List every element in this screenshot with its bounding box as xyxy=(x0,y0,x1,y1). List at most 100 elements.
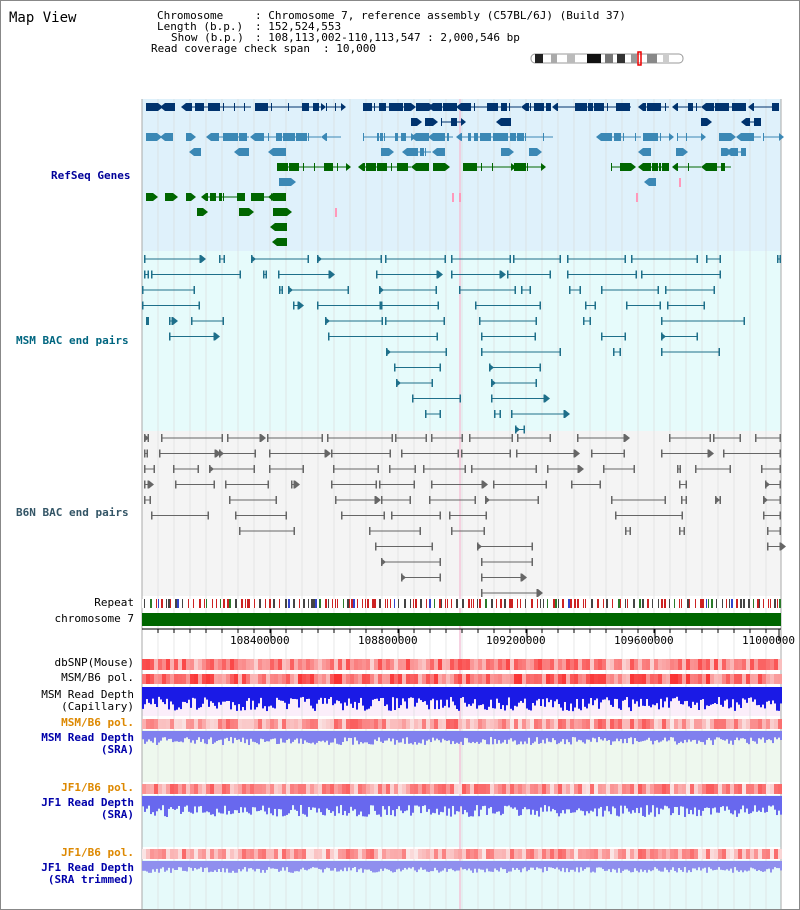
depth-bar xyxy=(748,861,750,871)
heat-cell xyxy=(590,784,594,794)
b6n-bac-pair xyxy=(335,496,381,504)
span-key: Read coverage check span xyxy=(151,42,310,55)
depth-bar xyxy=(420,796,422,814)
gene-feature xyxy=(279,178,296,186)
depth-bar xyxy=(596,861,598,868)
depth-bar xyxy=(424,687,426,702)
heat-cell xyxy=(506,849,510,859)
heat-cell xyxy=(602,719,606,729)
chromosome-ideogram[interactable] xyxy=(530,51,684,66)
refseq-gene-features[interactable] xyxy=(146,103,784,246)
repeat-mark xyxy=(385,599,386,608)
heat-cell xyxy=(586,849,590,859)
heat-cell xyxy=(186,719,190,729)
depth-bar xyxy=(772,861,774,870)
heat-cell xyxy=(730,719,734,729)
b6n-bac-pairs[interactable] xyxy=(144,434,786,597)
depth-bar xyxy=(380,731,382,742)
b6n-bac-pair xyxy=(481,573,527,582)
heat-cell xyxy=(270,659,274,670)
depth-bar xyxy=(500,687,502,710)
depth-bar xyxy=(172,731,174,743)
heat-cell xyxy=(254,659,258,670)
heat-cell xyxy=(226,719,230,729)
depth-bar xyxy=(240,861,242,872)
heat-cell xyxy=(462,849,466,859)
msm-bac-pair xyxy=(293,301,304,310)
depth-bar xyxy=(282,796,284,817)
depth-bar xyxy=(216,687,218,709)
label-line: JF1 Read Depth xyxy=(41,861,134,874)
depth-bar xyxy=(406,731,408,738)
depth-bar xyxy=(422,731,424,740)
depth-bar xyxy=(506,687,508,706)
heat-cell xyxy=(242,719,246,729)
depth-bar xyxy=(686,731,688,743)
heat-cell xyxy=(226,674,230,684)
heat-cell xyxy=(626,674,630,684)
heat-cell xyxy=(258,719,262,729)
depth-bar xyxy=(616,731,618,739)
depth-bar xyxy=(488,731,490,745)
depth-bar xyxy=(348,731,350,738)
label-refseq-genes[interactable]: RefSeq Genes xyxy=(51,169,131,182)
msm-bac-pair xyxy=(385,255,446,263)
label-b6n-bac-end-pairs[interactable]: B6N BAC end pairs xyxy=(16,506,129,519)
depth-bar xyxy=(154,687,156,704)
heat-cell xyxy=(594,674,598,684)
depth-bar xyxy=(254,731,256,743)
heat-cell xyxy=(730,659,734,670)
depth-bar xyxy=(580,796,582,811)
heat-cell xyxy=(550,784,554,794)
heat-cell xyxy=(474,674,478,684)
heat-cell xyxy=(598,659,602,670)
msm-bac-pairs[interactable] xyxy=(142,255,781,434)
b6n-bac-pair xyxy=(469,434,513,442)
depth-bar xyxy=(216,861,218,872)
b6n-bac-pair xyxy=(144,480,154,489)
depth-bar xyxy=(700,687,702,700)
depth-bar xyxy=(760,861,762,872)
depth-bar xyxy=(660,687,662,699)
heat-cell xyxy=(322,784,326,794)
depth-bar xyxy=(484,687,486,710)
depth-bar xyxy=(446,796,448,816)
heat-cell xyxy=(742,659,746,670)
gene-mark xyxy=(335,208,337,217)
depth-bar xyxy=(456,687,458,710)
depth-bar xyxy=(692,796,694,815)
heat-cell xyxy=(166,784,170,794)
depth-bar xyxy=(726,687,728,700)
depth-bar xyxy=(314,687,316,711)
depth-bar xyxy=(712,861,714,871)
depth-bar xyxy=(516,731,518,745)
msm-bac-pair xyxy=(394,363,441,372)
depth-bar xyxy=(374,731,376,740)
depth-bar xyxy=(780,687,782,704)
repeat-mark xyxy=(158,599,159,608)
heat-cell xyxy=(166,719,170,729)
depth-bar xyxy=(386,731,388,741)
depth-bar xyxy=(234,796,236,811)
depth-bar xyxy=(440,796,442,812)
heat-cell xyxy=(670,719,674,729)
heat-cell xyxy=(666,849,670,859)
heat-cell xyxy=(626,849,630,859)
heat-cell xyxy=(166,674,170,684)
depth-bar xyxy=(728,731,730,744)
label-msm-bac-end-pairs[interactable]: MSM BAC end pairs xyxy=(16,334,129,347)
heat-cell xyxy=(402,849,406,859)
heat-cell xyxy=(210,719,214,729)
depth-bar xyxy=(288,861,290,873)
label-msm-b6-pol-2: MSM/B6 pol. xyxy=(61,716,134,729)
depth-bar xyxy=(248,687,250,699)
depth-bar xyxy=(280,731,282,739)
depth-bar xyxy=(606,861,608,871)
depth-bar xyxy=(354,796,356,810)
heat-cell xyxy=(306,849,310,859)
depth-bar xyxy=(572,687,574,712)
heat-cell xyxy=(746,849,750,859)
depth-bar xyxy=(206,687,208,700)
depth-bar xyxy=(288,687,290,704)
repeat-mark xyxy=(328,599,329,608)
